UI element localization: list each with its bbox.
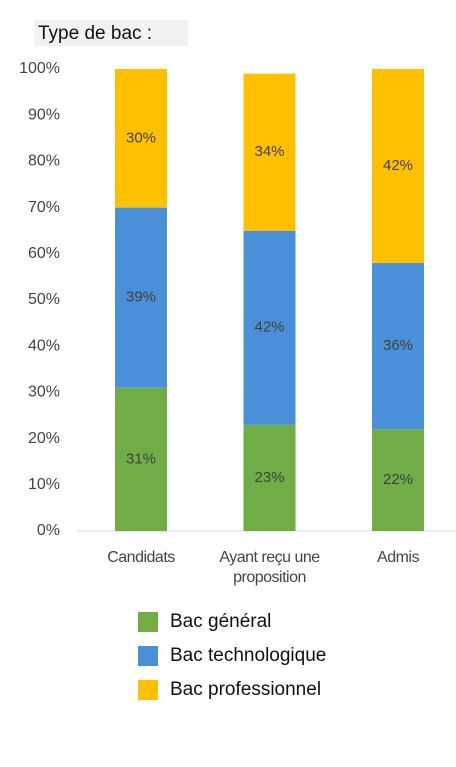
data-label: 30%: [126, 129, 156, 146]
legend-swatch: [138, 680, 158, 700]
data-label: 34%: [254, 143, 284, 160]
legend-label: Bac général: [170, 611, 271, 632]
bar-segment: [115, 207, 167, 388]
bar-segment: [372, 69, 424, 264]
y-tick-label: 40%: [28, 337, 60, 354]
data-label: 31%: [126, 450, 156, 467]
y-tick-label: 10%: [28, 476, 60, 493]
legend-swatch: [138, 612, 158, 632]
data-label: 42%: [254, 319, 284, 336]
bar-segment: [243, 73, 296, 231]
data-label: 42%: [383, 157, 413, 174]
y-tick-label: 30%: [28, 384, 60, 401]
data-label: 22%: [383, 471, 413, 488]
legend-label: Bac technologique: [170, 645, 326, 666]
y-tick-label: 90%: [28, 106, 60, 123]
bar-segment: [372, 429, 424, 531]
y-tick-label: 50%: [28, 291, 60, 308]
bar-segment: [243, 230, 296, 425]
y-tick-label: 70%: [28, 199, 60, 216]
y-tick-label: 0%: [37, 522, 60, 539]
data-label: 23%: [254, 469, 284, 486]
y-tick-label: 20%: [28, 430, 60, 447]
bar-segment: [372, 263, 424, 430]
legend-label: Bac professionnel: [170, 679, 321, 700]
data-label: 36%: [383, 337, 413, 354]
y-tick-label: 60%: [28, 245, 60, 262]
title-background: [34, 20, 188, 46]
x-tick-label: Admis: [377, 549, 419, 566]
x-tick-label: Candidats: [107, 549, 175, 566]
y-tick-label: 80%: [28, 153, 60, 170]
data-label: 39%: [126, 289, 156, 306]
chart-title: Type de bac :: [38, 23, 152, 44]
y-tick-label: 100%: [19, 60, 60, 77]
bar-segment: [243, 424, 296, 531]
bar-segment: [115, 387, 167, 531]
bar-segment: [115, 69, 167, 208]
x-tick-label: Ayant reçu une proposition: [219, 549, 320, 586]
legend-swatch: [138, 646, 158, 666]
